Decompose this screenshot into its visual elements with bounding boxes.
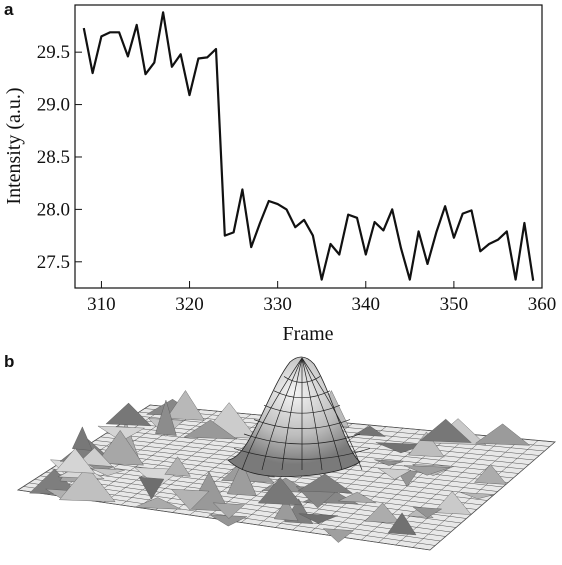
panel-b-label: b [4, 352, 15, 371]
surface-noise-peaks [29, 387, 531, 543]
x-tick-label: 330 [263, 294, 292, 315]
ticks-layer: 310 320 330 340 350 360 27.5 28.0 28.5 29.0 29.5 [37, 42, 557, 315]
x-tick-label: 350 [440, 294, 469, 315]
noise-peak [183, 419, 238, 440]
y-axis-title: Intensity (a.u.) [3, 87, 25, 204]
noise-peak [58, 466, 116, 502]
noise-peak [432, 491, 472, 515]
noise-peak [89, 467, 125, 476]
noise-peak [338, 491, 377, 504]
noise-peak [353, 425, 387, 437]
y-tick-label: 27.5 [37, 252, 70, 273]
peak-mesh-line [301, 357, 323, 471]
noise-peak [460, 492, 495, 500]
noise-peak [226, 461, 257, 497]
surface-plot [16, 356, 556, 551]
x-axis-title: Frame [282, 323, 333, 345]
noise-peak [170, 488, 210, 511]
noise-peak [374, 459, 404, 466]
noise-peak [474, 464, 507, 485]
noise-peak [475, 423, 531, 446]
peak-mesh-line [261, 357, 303, 471]
noise-peak [71, 426, 93, 451]
noise-peak [155, 399, 177, 436]
surface-central-peak [227, 356, 361, 477]
noise-peak [96, 430, 144, 466]
grid-line [429, 441, 556, 551]
noise-peak [257, 477, 303, 506]
noise-peak [164, 456, 191, 477]
y-tick-label: 29.0 [37, 95, 70, 116]
peak-mesh [233, 357, 371, 471]
noise-peak [412, 506, 443, 519]
noise-peak [273, 498, 299, 522]
noise-peak [55, 448, 96, 474]
y-tick-label: 28.0 [37, 199, 70, 220]
noise-peak [212, 502, 245, 519]
peak-mesh-line [301, 357, 343, 471]
y-tick-label: 29.5 [37, 42, 70, 63]
plot-frame [74, 4, 543, 289]
noise-peak [105, 402, 152, 427]
noise-peak [377, 467, 412, 480]
noise-peak [297, 473, 353, 494]
x-tick-label: 320 [175, 294, 204, 315]
intensity-line-chart: 310 320 330 340 350 360 27.5 28.0 28.5 29.0 29.5 F… [3, 4, 557, 345]
noise-peak [419, 418, 472, 443]
grid-line [395, 438, 522, 546]
points-layer [84, 12, 534, 281]
panel-a-label: a [4, 0, 14, 19]
noise-peak [403, 465, 451, 476]
noise-peak [322, 528, 355, 543]
noise-peak [408, 431, 445, 458]
x-tick-label: 310 [87, 294, 116, 315]
peak-mesh-line [281, 357, 303, 471]
intensity-series-line [82, 11, 535, 281]
noise-peak [364, 502, 401, 524]
noise-peak [166, 390, 205, 421]
noise-peak [138, 476, 165, 500]
y-tick-label: 28.5 [37, 147, 70, 168]
peak-mesh-line [241, 357, 303, 471]
noise-peak [298, 513, 338, 524]
x-tick-label: 360 [528, 294, 557, 315]
x-tick-label: 340 [352, 294, 381, 315]
noise-peak [134, 497, 182, 510]
noise-peak [387, 512, 417, 536]
peak-mesh-line [301, 357, 363, 471]
